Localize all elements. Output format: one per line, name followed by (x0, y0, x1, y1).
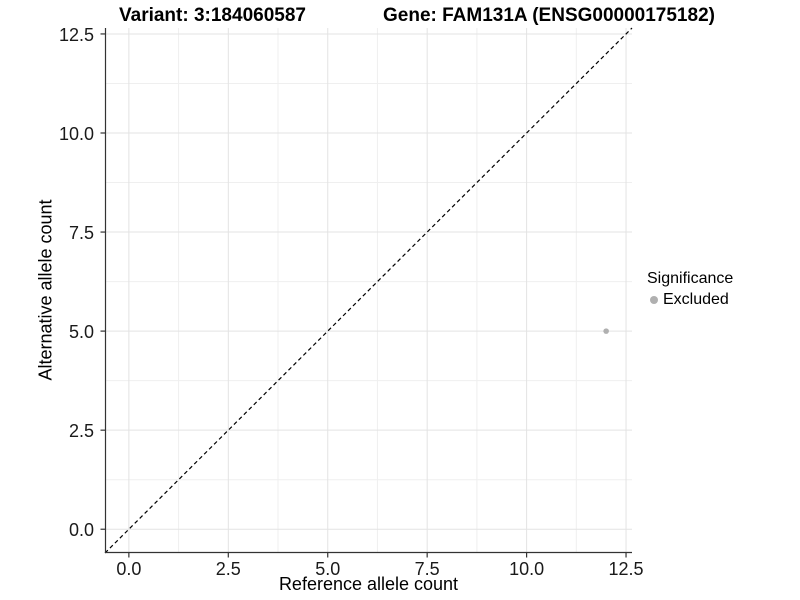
legend-title: Significance (647, 270, 734, 287)
x-tick-label: 12.5 (608, 559, 644, 579)
legend-point-icon (650, 296, 658, 304)
legend-item-label: Excluded (663, 291, 729, 308)
x-axis-title: Reference allele count (278, 574, 459, 594)
x-tick-label: 10.0 (509, 559, 545, 579)
plot-canvas (100, 27, 633, 558)
plot-title-gene: Gene: FAM131A (ENSG00000175182) (383, 5, 715, 26)
x-tick-label: 0.0 (116, 559, 142, 579)
y-tick-label: 7.5 (68, 223, 94, 244)
x-tick-label: 7.5 (414, 559, 440, 579)
legend: Significance Excluded (647, 270, 733, 309)
x-tick-label: 5.0 (315, 559, 341, 579)
identity-diagonal-line (104, 27, 633, 554)
x-tick-label: 2.5 (215, 559, 241, 579)
legend-item-excluded: Excluded (647, 291, 733, 309)
plot-title-variant: Variant: 3:184060587 (119, 5, 306, 26)
y-tick-label: 2.5 (68, 421, 94, 442)
y-tick-label: 12.5 (58, 24, 94, 45)
y-tick-label: 0.0 (68, 520, 94, 541)
plot-panel (100, 27, 633, 558)
data-point (603, 328, 609, 334)
y-tick-label: 10.0 (58, 124, 94, 144)
y-tick-label: 5.0 (68, 322, 94, 343)
